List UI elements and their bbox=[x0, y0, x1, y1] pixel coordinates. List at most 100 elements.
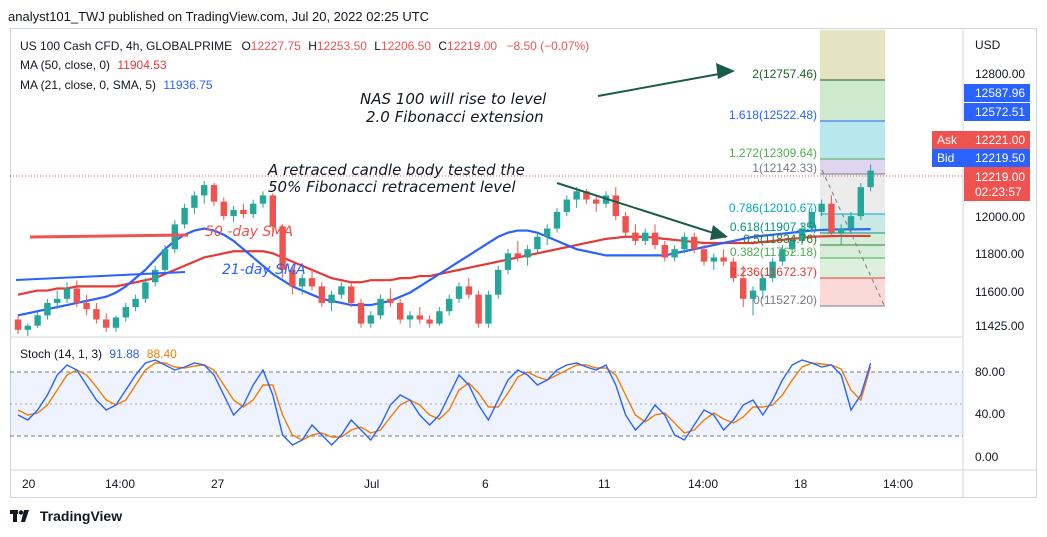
candle-body bbox=[220, 201, 227, 217]
ask-label: Ask bbox=[937, 133, 958, 147]
fib-level-label: 1.618(12522.48) bbox=[729, 108, 817, 122]
candle-body bbox=[416, 315, 423, 320]
price-tick: 11600.00 bbox=[975, 285, 1024, 299]
candle-body bbox=[612, 195, 619, 217]
candle-body bbox=[514, 253, 521, 258]
time-tick: 11 bbox=[598, 477, 611, 491]
candle-body bbox=[279, 226, 286, 270]
candle-body bbox=[34, 315, 41, 326]
candle-body bbox=[740, 278, 747, 299]
candle-body bbox=[446, 298, 453, 312]
tradingview-brand: TradingView bbox=[39, 508, 123, 524]
candle-body bbox=[857, 187, 864, 217]
bid-price: 12219.50 bbox=[975, 151, 1025, 165]
candle-body bbox=[642, 232, 649, 241]
moving-averages bbox=[17, 227, 871, 317]
candle-body bbox=[632, 232, 639, 241]
candle-body bbox=[847, 216, 855, 229]
candle-body bbox=[73, 288, 80, 303]
candle-body bbox=[181, 207, 188, 225]
candle-body bbox=[308, 278, 316, 287]
candle-body bbox=[436, 311, 443, 324]
candle-body bbox=[269, 195, 276, 227]
candle-body bbox=[867, 170, 874, 188]
ohlc-legend: US 100 Cash CFD, 4h, GLOBALPRIME O12227.… bbox=[20, 39, 589, 53]
ma21-annotation: 21-day SMA bbox=[222, 262, 306, 278]
candle-body bbox=[426, 319, 433, 324]
candle-body bbox=[14, 319, 22, 330]
candle-body bbox=[485, 294, 492, 324]
tradingview-logo-icon bbox=[10, 510, 29, 522]
candle-body bbox=[749, 290, 757, 299]
stochastic-lines bbox=[17, 359, 872, 447]
stoch-legend[interactable]: Stoch (14, 1, 3) 91.88 88.40 bbox=[20, 347, 177, 361]
candle-body bbox=[789, 240, 796, 250]
candle-body bbox=[44, 302, 51, 316]
candle-body bbox=[524, 249, 531, 258]
candle-body bbox=[671, 249, 678, 258]
low-value: 12206.50 bbox=[380, 39, 432, 53]
price-tag bbox=[964, 103, 1030, 121]
candle-body bbox=[142, 282, 149, 299]
nas-arrow bbox=[597, 71, 731, 97]
stoch-k-line bbox=[17, 359, 872, 447]
candle-body bbox=[377, 298, 384, 316]
price-tick: 12800.00 bbox=[975, 67, 1025, 81]
nas-annotation-1: NAS 100 will rise to level bbox=[360, 90, 547, 108]
candle-body bbox=[299, 278, 306, 287]
price-tag-text: 12587.96 bbox=[975, 86, 1025, 100]
candle-body bbox=[583, 191, 590, 200]
candle-body bbox=[201, 185, 208, 196]
ma50-label: MA (50, close, 0) bbox=[20, 58, 111, 72]
retrace-arrowhead bbox=[710, 225, 728, 240]
candle-body bbox=[132, 298, 139, 308]
candle-body bbox=[387, 298, 394, 303]
candle-body bbox=[710, 257, 717, 262]
candle-body bbox=[504, 253, 512, 270]
candles bbox=[14, 164, 874, 337]
retrace-arrow bbox=[556, 182, 727, 238]
nas-arrowhead bbox=[716, 63, 735, 79]
candle-body bbox=[808, 211, 815, 229]
low-label: L bbox=[374, 39, 381, 53]
candle-body bbox=[475, 294, 482, 324]
candle-body bbox=[779, 249, 786, 262]
candle-body bbox=[210, 185, 218, 202]
candle-body bbox=[661, 245, 668, 258]
ma50-legend[interactable]: MA (50, close, 0) 11904.53 bbox=[20, 58, 167, 72]
time-tick: 14:00 bbox=[688, 477, 718, 491]
candle-body bbox=[465, 286, 472, 295]
time-tick: 14:00 bbox=[883, 477, 913, 491]
time-tick: 20 bbox=[22, 477, 36, 491]
candle-body bbox=[357, 302, 365, 324]
chart-frame bbox=[10, 28, 1037, 498]
fib-trend-line bbox=[821, 169, 885, 306]
ma21-legend[interactable]: MA (21, close, 0, SMA, 5) 11936.75 bbox=[20, 78, 213, 92]
candle-body bbox=[455, 286, 463, 299]
candle-body bbox=[289, 269, 296, 287]
candle-body bbox=[563, 199, 570, 212]
time-tick: Jul bbox=[364, 477, 379, 491]
close-value: 12219.00 bbox=[447, 39, 498, 53]
candle-body bbox=[171, 224, 178, 250]
candle-body bbox=[798, 228, 806, 241]
fib-level-label: 0.382(11762.18) bbox=[730, 245, 817, 259]
candle-body bbox=[93, 309, 100, 320]
candle-body bbox=[161, 249, 169, 270]
candle-body bbox=[495, 269, 502, 295]
symbol-name[interactable]: US 100 Cash CFD, 4h, GLOBALPRIME bbox=[20, 39, 233, 53]
candle-body bbox=[651, 232, 659, 246]
candle-body bbox=[54, 298, 61, 303]
candle-body bbox=[191, 195, 198, 208]
high-value: 12253.50 bbox=[316, 39, 367, 53]
publisher-bar: analyst101_TWJ published on TradingView.… bbox=[0, 0, 1047, 30]
candle-body bbox=[328, 294, 335, 303]
bid-tag bbox=[932, 149, 1030, 167]
tradingview-footer[interactable]: TradingView bbox=[10, 508, 122, 524]
ma50-value: 11904.53 bbox=[117, 58, 167, 72]
candle-body bbox=[103, 319, 110, 328]
last-price: 12219.00 bbox=[975, 170, 1025, 184]
time-tick: 27 bbox=[211, 477, 225, 491]
ma50-annotation: 50 -day SMA bbox=[205, 224, 293, 240]
